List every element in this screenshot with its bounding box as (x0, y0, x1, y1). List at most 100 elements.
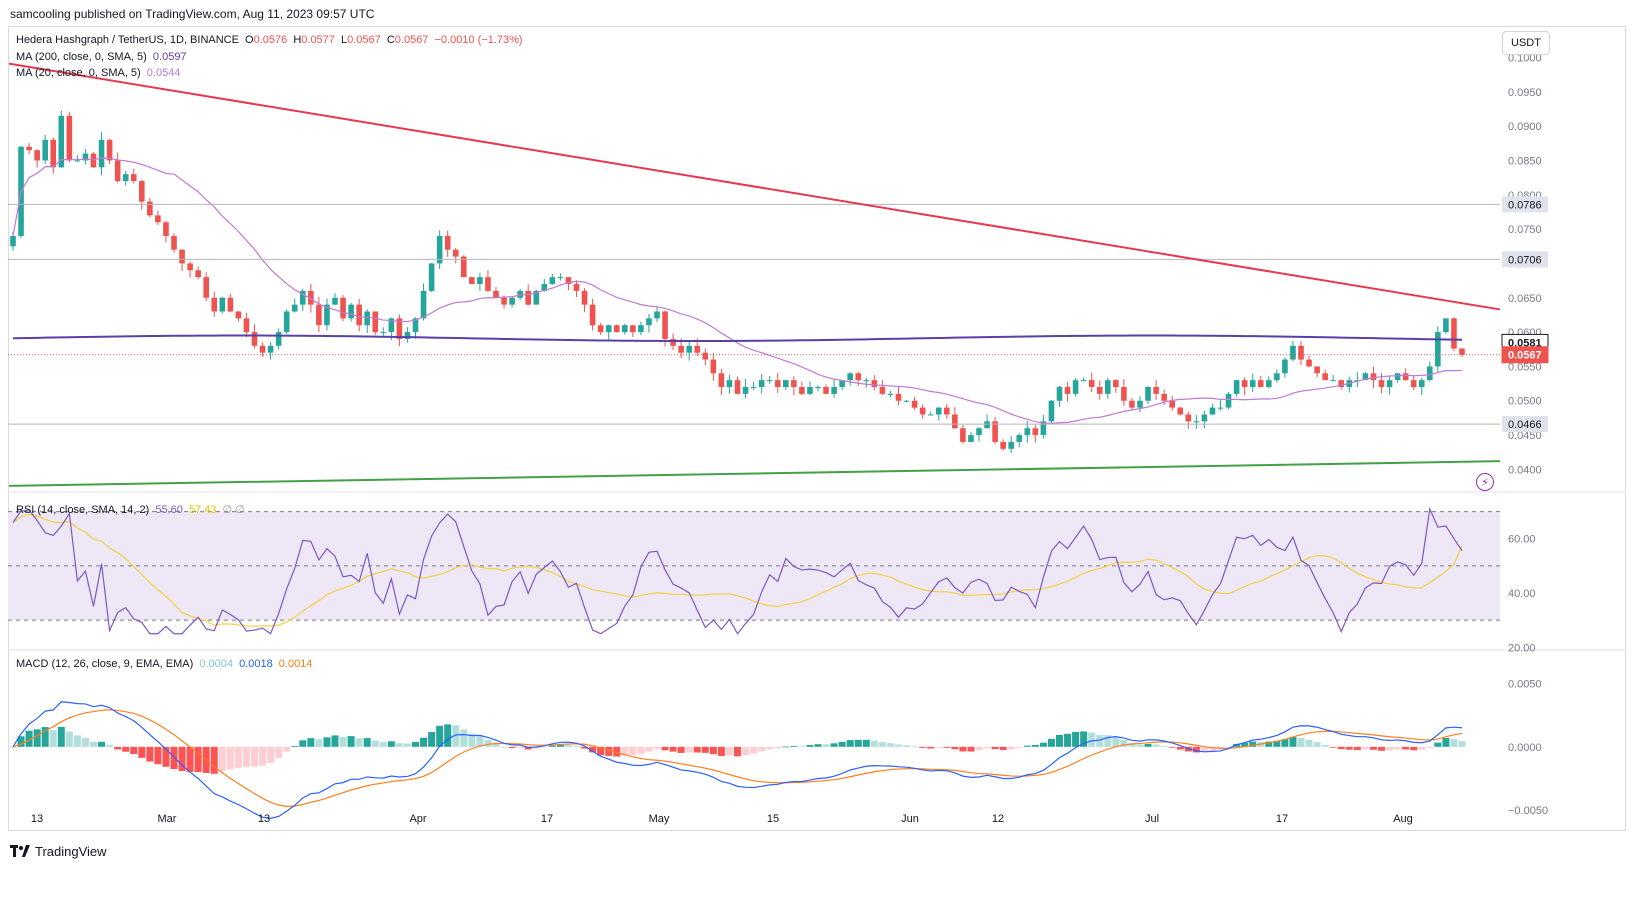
candle-body (1113, 380, 1119, 388)
macd-histogram-bar (186, 746, 194, 772)
currency-unit-button[interactable]: USDT (1502, 31, 1550, 55)
macd-pane (9, 701, 1466, 819)
macd-histogram-bar (106, 744, 114, 747)
candle-body (1048, 400, 1055, 422)
candle-body (26, 146, 32, 151)
candle-body (774, 380, 781, 388)
macd-histogram-bar (315, 739, 323, 747)
macd-histogram-bar (1345, 746, 1353, 750)
macd-histogram-bar (677, 746, 685, 753)
macd-histogram-bar (162, 746, 170, 767)
macd-histogram-bar (911, 746, 919, 748)
macd-histogram-bar (870, 740, 878, 747)
candle-body (1008, 441, 1014, 449)
macd-histogram-bar (1168, 746, 1176, 748)
macd-histogram-bar (452, 725, 460, 747)
macd-histogram-bar (1015, 746, 1023, 748)
macd-histogram-bar (468, 733, 476, 747)
candle-body (1427, 366, 1433, 381)
macd-histogram-bar (460, 729, 468, 747)
macd-histogram-bar (685, 746, 693, 753)
candle-body (799, 387, 805, 394)
candle-body (533, 290, 540, 305)
time-axis-tick: 12 (992, 813, 1004, 825)
publisher-text: samcooling published on TradingView.com,… (10, 7, 375, 21)
macd-histogram-bar (589, 746, 597, 753)
macd-histogram-bar (1064, 733, 1072, 747)
macd-histogram-bar (967, 746, 975, 752)
candle-body (1193, 421, 1200, 423)
candle-body (10, 235, 16, 247)
macd-histogram-bar (1112, 736, 1120, 747)
rsi-pane (8, 506, 1500, 635)
macd-histogram-bar (73, 735, 81, 747)
macd-histogram-bar (637, 746, 645, 754)
candle-body (863, 380, 870, 382)
candle-body (1290, 345, 1296, 360)
macd-histogram-bar (701, 746, 709, 753)
price-axis-tick: 0.0400 (1508, 464, 1542, 476)
candle-body (380, 332, 387, 334)
lightning-icon[interactable]: ⚡ (1476, 473, 1494, 491)
candle-body (275, 332, 282, 346)
candle-body (927, 414, 934, 416)
ohlc-h-label: H (293, 34, 302, 46)
macd-histogram-bar (1329, 746, 1337, 748)
candle-body (839, 380, 845, 388)
price-pane (8, 62, 1501, 487)
time-axis-tick: Aug (1393, 813, 1413, 825)
candle-body (1306, 359, 1312, 367)
candle-body (444, 235, 451, 250)
candle-body (1378, 380, 1385, 388)
candle-body (702, 352, 709, 360)
macd-histogram-bar (581, 746, 589, 749)
price-axis-tick: 0.0950 (1508, 87, 1542, 99)
candle-body (895, 393, 902, 401)
candle-body (420, 290, 427, 319)
rsi-line (12, 506, 1463, 635)
macd-histogram-bar (709, 746, 717, 755)
candle-body (1362, 373, 1369, 381)
candle-body (541, 284, 548, 291)
macd-histogram-bar (895, 744, 902, 747)
candle-body (412, 318, 419, 333)
macd-histogram-bar (1458, 741, 1466, 747)
footer-brand: TradingView (35, 843, 107, 859)
macd-histogram-bar (1039, 742, 1047, 747)
candle-body (1105, 380, 1111, 394)
candle-body (758, 380, 765, 388)
candle-body (227, 297, 234, 312)
candle-body (1282, 359, 1288, 374)
candle-body (1225, 393, 1232, 408)
macd-histogram-bar (1233, 743, 1241, 747)
candle-body (597, 325, 604, 333)
ohlc-c-value: 0.0567 (394, 34, 429, 46)
macd-histogram-bar (170, 746, 178, 770)
macd-histogram-bar (299, 740, 307, 747)
candle-body (1443, 318, 1449, 333)
candle-body (267, 345, 274, 353)
candle-body (919, 407, 926, 415)
macd-histogram-bar (1305, 739, 1313, 747)
macd-histogram-bar (766, 746, 774, 750)
candle-body (388, 318, 395, 333)
macd-histogram-bar (951, 746, 959, 750)
macd-histogram-bar (41, 727, 49, 747)
macd-histogram-bar (516, 746, 524, 748)
candle-body (742, 387, 749, 394)
time-axis-tick: 13 (31, 813, 43, 825)
ma20-label: MA (20, close, 0, SMA, 5) (16, 67, 141, 79)
candle-body (1088, 380, 1095, 388)
candle-body (324, 304, 330, 326)
candle-body (718, 373, 725, 388)
macd-histogram-bar (331, 735, 339, 747)
level-tag-bg (1502, 416, 1548, 433)
macd-histogram-bar (1289, 737, 1297, 747)
candle-body (452, 249, 459, 257)
macd-histogram-bar (878, 742, 886, 747)
macd-histogram-bar (355, 738, 363, 747)
macd-histogram-bar (919, 746, 927, 748)
candle-body (517, 290, 523, 298)
macd-histogram-bar (1353, 746, 1361, 751)
